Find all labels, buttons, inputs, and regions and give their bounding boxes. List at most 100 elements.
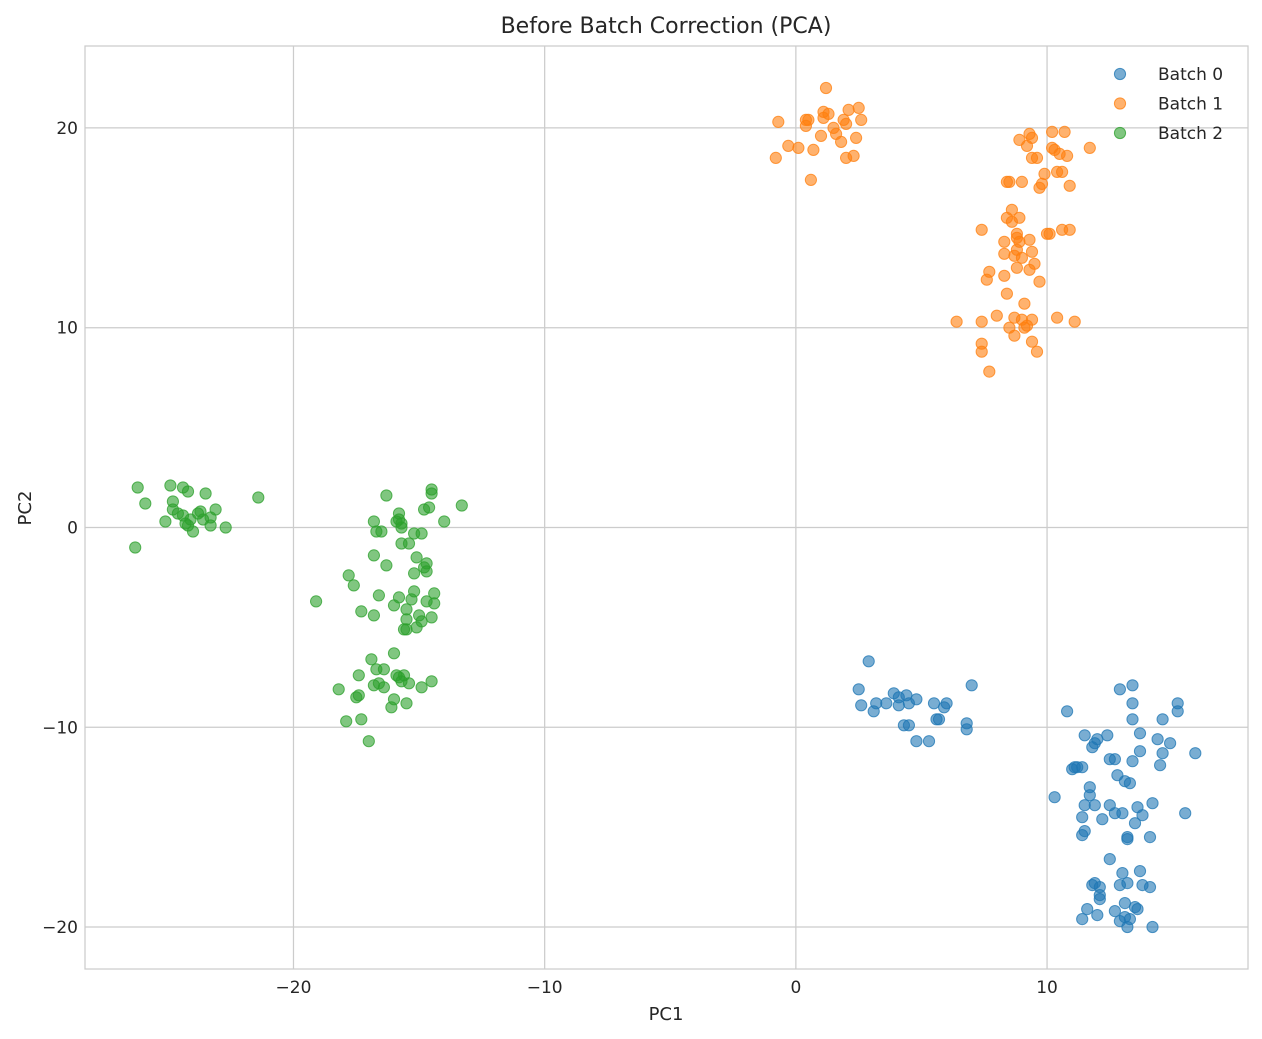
data-point [1154,759,1167,772]
data-point [855,699,868,712]
data-point [998,247,1011,260]
data-point [1101,729,1114,742]
data-point [1056,165,1069,178]
data-point [1123,913,1137,926]
data-point [377,663,390,676]
data-point [1151,733,1164,746]
data-point [852,683,865,696]
data-point [367,609,380,622]
data-point [1051,311,1064,324]
data-point [1133,865,1147,878]
data-point [975,315,988,328]
data-point [415,527,428,540]
data-point [1093,881,1106,894]
data-point [139,497,152,510]
legend-marker [1113,97,1127,110]
data-point [1121,831,1134,844]
data-point [1189,747,1202,760]
data-point [1025,245,1039,258]
data-points [129,81,1202,934]
data-point [425,611,438,624]
data-point [1126,697,1139,710]
data-point [252,491,265,504]
data-point [425,675,438,688]
data-point [1146,797,1159,810]
data-point [380,489,393,502]
data-point [352,669,365,682]
data-point [1091,909,1104,922]
data-point [769,151,782,164]
data-point [1020,319,1034,332]
data-point [819,81,833,95]
data-point [438,515,451,528]
data-point [1096,813,1109,826]
data-point [332,683,345,696]
data-point [842,103,855,117]
data-point [425,483,438,496]
y-axis-ticks: −20 −10 0 10 20 [42,119,78,938]
data-point [1103,853,1116,866]
data-point [1083,781,1096,794]
data-point [998,269,1011,282]
data-point [204,519,217,532]
data-point [395,517,408,530]
data-point [375,525,388,538]
data-point [1076,811,1089,824]
data-point [792,141,805,154]
series-batch-2 [129,479,468,748]
data-point [975,223,988,236]
data-point [847,149,860,162]
data-point [927,697,941,710]
data-point [367,515,380,528]
data-point [219,521,232,534]
data-point [380,559,393,572]
data-point [1061,149,1074,162]
legend-marker [1113,126,1127,140]
data-point [850,131,863,144]
data-point [804,173,818,186]
data-point [1108,905,1122,918]
data-point [802,113,815,127]
data-point [814,129,828,142]
data-point [402,677,416,690]
plot-area [85,46,1248,969]
data-point [950,315,963,328]
data-point [1128,817,1142,830]
data-point [902,719,916,732]
data-point [362,735,375,748]
y-tick-label: 10 [56,319,78,339]
legend-label: Batch 1 [1158,95,1223,115]
data-point [1025,335,1039,348]
data-point [387,693,401,706]
data-point [1048,791,1061,804]
data-point [1010,261,1024,274]
data-point [1003,175,1016,188]
data-point [960,723,973,736]
data-point [862,655,875,668]
data-point [1126,713,1139,726]
data-point [1030,345,1044,358]
y-tick-label: 0 [67,518,78,538]
data-point [870,697,883,710]
data-point [400,697,413,710]
data-point [990,309,1003,322]
y-tick-label: −10 [42,718,78,738]
data-point [159,515,172,528]
data-point [1028,257,1041,270]
data-point [1015,175,1029,188]
data-point [131,481,144,494]
data-point [1068,761,1081,774]
data-point [822,107,835,121]
data-point [1008,329,1021,342]
data-point [1143,831,1157,844]
data-point [922,735,936,748]
data-point [372,589,385,602]
data-point [1133,727,1147,740]
data-point [1008,249,1021,262]
data-point [1121,877,1134,890]
legend-marker [1113,67,1127,81]
data-point [1078,729,1091,742]
data-point [1010,231,1024,244]
data-point [186,525,200,538]
data-point [1143,881,1157,894]
